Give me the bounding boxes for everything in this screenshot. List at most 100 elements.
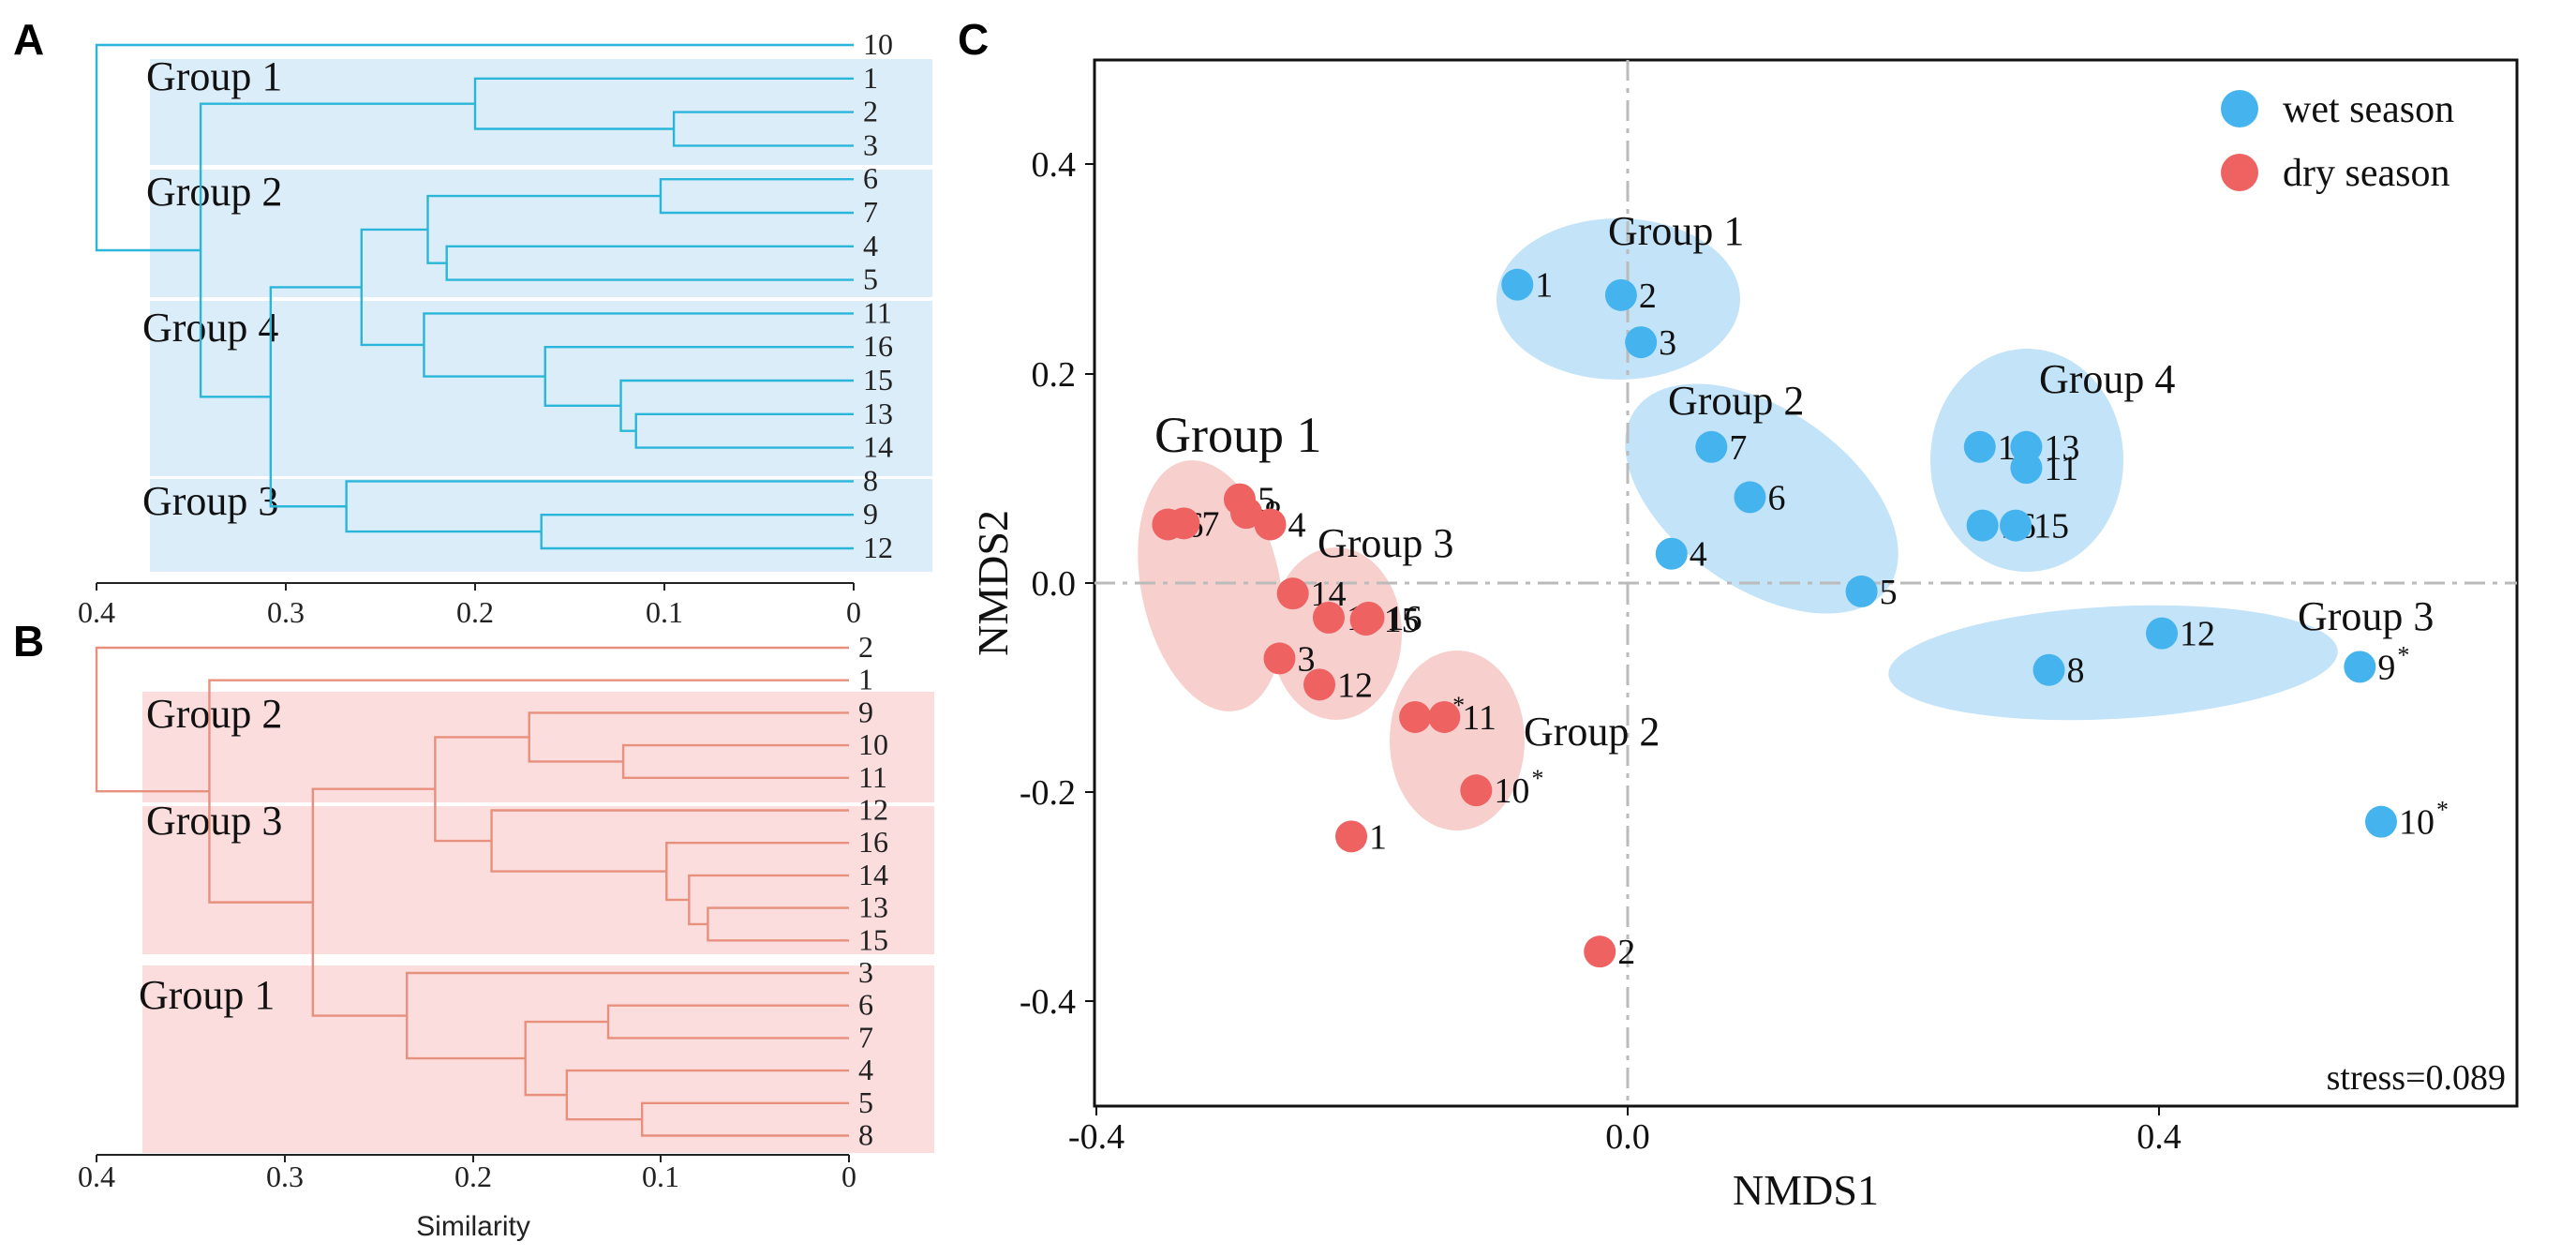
x-tick-label: -0.4 [1068, 1117, 1124, 1157]
tick-label: 0 [841, 1160, 856, 1193]
point-label: 7 [1729, 428, 1747, 468]
point-label: 11 [2044, 449, 2078, 488]
similarity-axis: 0.4 0.3 0.2 0.1 0 [78, 582, 861, 629]
legend-marker-dry [2221, 154, 2258, 191]
band-group-2 [150, 170, 932, 297]
point-wet-season [1604, 278, 1637, 311]
leaf-label: 13 [858, 890, 888, 924]
point-label: 1 [1369, 817, 1387, 857]
point-label: 4 [1690, 535, 1707, 575]
scatter-group-label: Group 3 [1318, 520, 1453, 566]
dendrogram-link [665, 842, 849, 902]
point-label: 3 [1659, 323, 1676, 363]
leaf-label: 1 [858, 663, 873, 696]
point-wet-season [2033, 653, 2065, 686]
point-wet-season [1966, 509, 1999, 542]
scatter-group-label: Group 1 [1154, 407, 1321, 463]
point-dry-season [1584, 935, 1616, 968]
y-tick-label: 0.0 [1032, 564, 1077, 604]
tick-label: 0 [846, 595, 861, 629]
point-label: 1 [1535, 266, 1553, 306]
tick-label: 0.2 [454, 1160, 492, 1193]
leaf-label: 15 [858, 922, 888, 956]
stress-value: stress=0.089 [2327, 1058, 2506, 1098]
point-label: 12 [1337, 666, 1373, 705]
axis-title-similarity: Similarity [416, 1211, 530, 1242]
leaf-label: 11 [858, 760, 887, 794]
dendrogram-link [95, 646, 849, 793]
leaf-label: 10 [858, 727, 888, 761]
point-label-mark: * [1531, 765, 1543, 792]
leaf-label: 5 [863, 262, 878, 296]
tick-label: 0.2 [456, 595, 494, 629]
dendrogram-dry-season: B Group 2 Group 3 Group 1 21910111216141… [13, 617, 934, 1242]
scatter-points: 123764514131116158129*10*675841413151631… [1152, 266, 2449, 972]
leaf-label: 16 [858, 825, 888, 859]
point-label: 2 [1639, 277, 1657, 316]
point-wet-season [1695, 430, 1728, 463]
point-label: 3 [1297, 639, 1315, 679]
leaf-label: 3 [863, 127, 878, 161]
point-wet-season [1845, 575, 1878, 607]
leaf-label: 16 [863, 329, 893, 363]
dendrogram-link [95, 43, 854, 252]
point-label: 15 [1384, 601, 1420, 640]
dendrogram-wet-season: A Group 1 Group 2 Group 4 Group 3 101236… [13, 15, 932, 629]
leaf-label: 2 [863, 95, 878, 128]
leaf-label: 10 [863, 27, 893, 61]
leaf-label: 8 [863, 463, 878, 497]
point-label: 4 [1288, 505, 1306, 545]
panel-letter-a: A [13, 15, 44, 64]
group-label: Group 1 [139, 972, 275, 1018]
leaf-label: 6 [858, 988, 873, 1022]
group-label: Group 4 [142, 305, 278, 351]
point-label-mark: * [2436, 797, 2449, 824]
point-label: 12 [2180, 615, 2215, 654]
point-label: 13 [2044, 428, 2079, 468]
band-group-2 [142, 692, 934, 802]
leaf-label: 12 [858, 793, 888, 827]
point-label: 16 [1386, 599, 1422, 638]
leaf-label: 4 [858, 1053, 873, 1086]
leaf-label: 4 [863, 229, 878, 262]
x-axis-title: NMDS1 [1733, 1166, 1879, 1214]
leaf-label: 9 [863, 497, 878, 531]
group-label: Group 1 [146, 53, 282, 99]
point-wet-season [2146, 617, 2179, 650]
point-dry-season [1335, 820, 1368, 853]
leaf-label: 12 [863, 531, 893, 564]
group-label: Group 2 [146, 169, 282, 215]
y-tick-label: -0.4 [1020, 982, 1076, 1022]
leaf-label: 15 [863, 363, 893, 397]
point-wet-season [1501, 268, 1534, 301]
ellipse-wet-group-3 [1888, 605, 2338, 721]
group-bands [142, 692, 934, 1153]
tick-label: 0.4 [78, 595, 115, 629]
leaf-label: 7 [858, 1020, 873, 1054]
group-label: Group 3 [146, 798, 282, 844]
point-dry-season [1303, 668, 1336, 701]
point-label: 7 [1201, 504, 1219, 544]
y-tick-label: 0.2 [1032, 355, 1077, 395]
point-wet-season [1625, 326, 1658, 359]
leaf-label: 6 [863, 161, 878, 195]
point-label: 15 [2033, 507, 2069, 546]
point-label-mark: * [2397, 641, 2409, 668]
point-wet-season [2344, 651, 2376, 683]
band-group-1 [142, 965, 934, 1153]
leaf-label: 7 [863, 195, 878, 229]
leaf-label: 3 [858, 955, 873, 989]
point-wet-season [1655, 537, 1688, 570]
panel-letter-b: B [13, 617, 44, 666]
x-tick-label: 0.0 [1605, 1117, 1650, 1157]
point-wet-season [2000, 509, 2033, 542]
ellipse-dry-group-1 [1138, 460, 1284, 711]
y-tick-label: -0.2 [1020, 773, 1076, 813]
point-label: 6 [1767, 478, 1785, 517]
x-tick-label: 0.4 [2137, 1117, 2181, 1157]
scatter-group-label: Group 2 [1524, 709, 1660, 755]
dendrogram-branches [95, 646, 849, 1137]
